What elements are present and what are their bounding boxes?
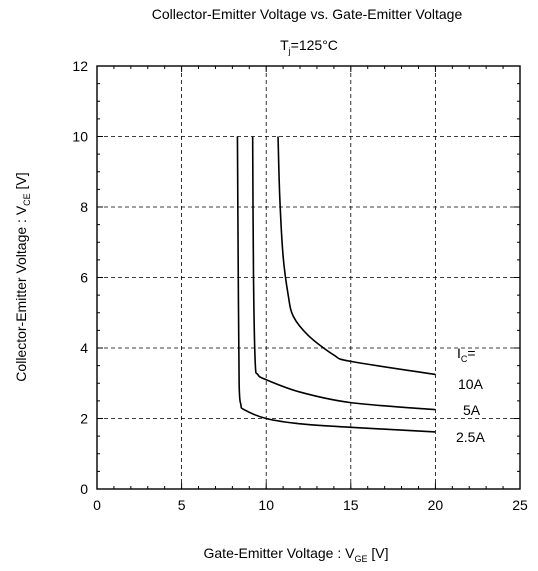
series-label-2-5a: 2.5A <box>456 429 485 445</box>
y-tick-label: 2 <box>80 411 88 427</box>
x-tick-label: 15 <box>343 497 359 513</box>
series-group <box>236 136 436 433</box>
x-tick-label: 5 <box>178 497 186 513</box>
x-axis-label: Gate-Emitter Voltage : VGE [V] <box>204 545 389 564</box>
y-tick-label: 6 <box>80 270 88 286</box>
series-label-10a: 10A <box>458 376 484 392</box>
series-line-5a <box>251 136 436 411</box>
y-tick-label: 0 <box>80 481 88 497</box>
x-tick-label: 25 <box>512 497 528 513</box>
grid <box>97 66 520 489</box>
chart-subtitle: Tj=125°C <box>280 37 338 56</box>
x-tick-label: 10 <box>258 497 274 513</box>
plot-area <box>96 65 521 490</box>
series-line-2-5a <box>236 136 436 433</box>
y-tick-label: 8 <box>80 199 88 215</box>
y-tick-label: 10 <box>72 129 88 145</box>
series-line-10a <box>277 136 436 376</box>
x-tick-label: 0 <box>93 497 101 513</box>
y-tick-label: 4 <box>80 340 88 356</box>
chart-title: Collector-Emitter Voltage vs. Gate-Emitt… <box>152 6 463 22</box>
series-label-5a: 5A <box>463 402 481 418</box>
y-tick-label: 12 <box>72 58 88 74</box>
legend-header: IC= <box>457 345 476 364</box>
y-axis-label: Collector-Emitter Voltage : VCE [V] <box>13 172 32 381</box>
x-tick-label: 20 <box>428 497 444 513</box>
tick-labels: 0 5 10 15 20 25 0 2 4 6 8 10 12 <box>72 58 528 513</box>
